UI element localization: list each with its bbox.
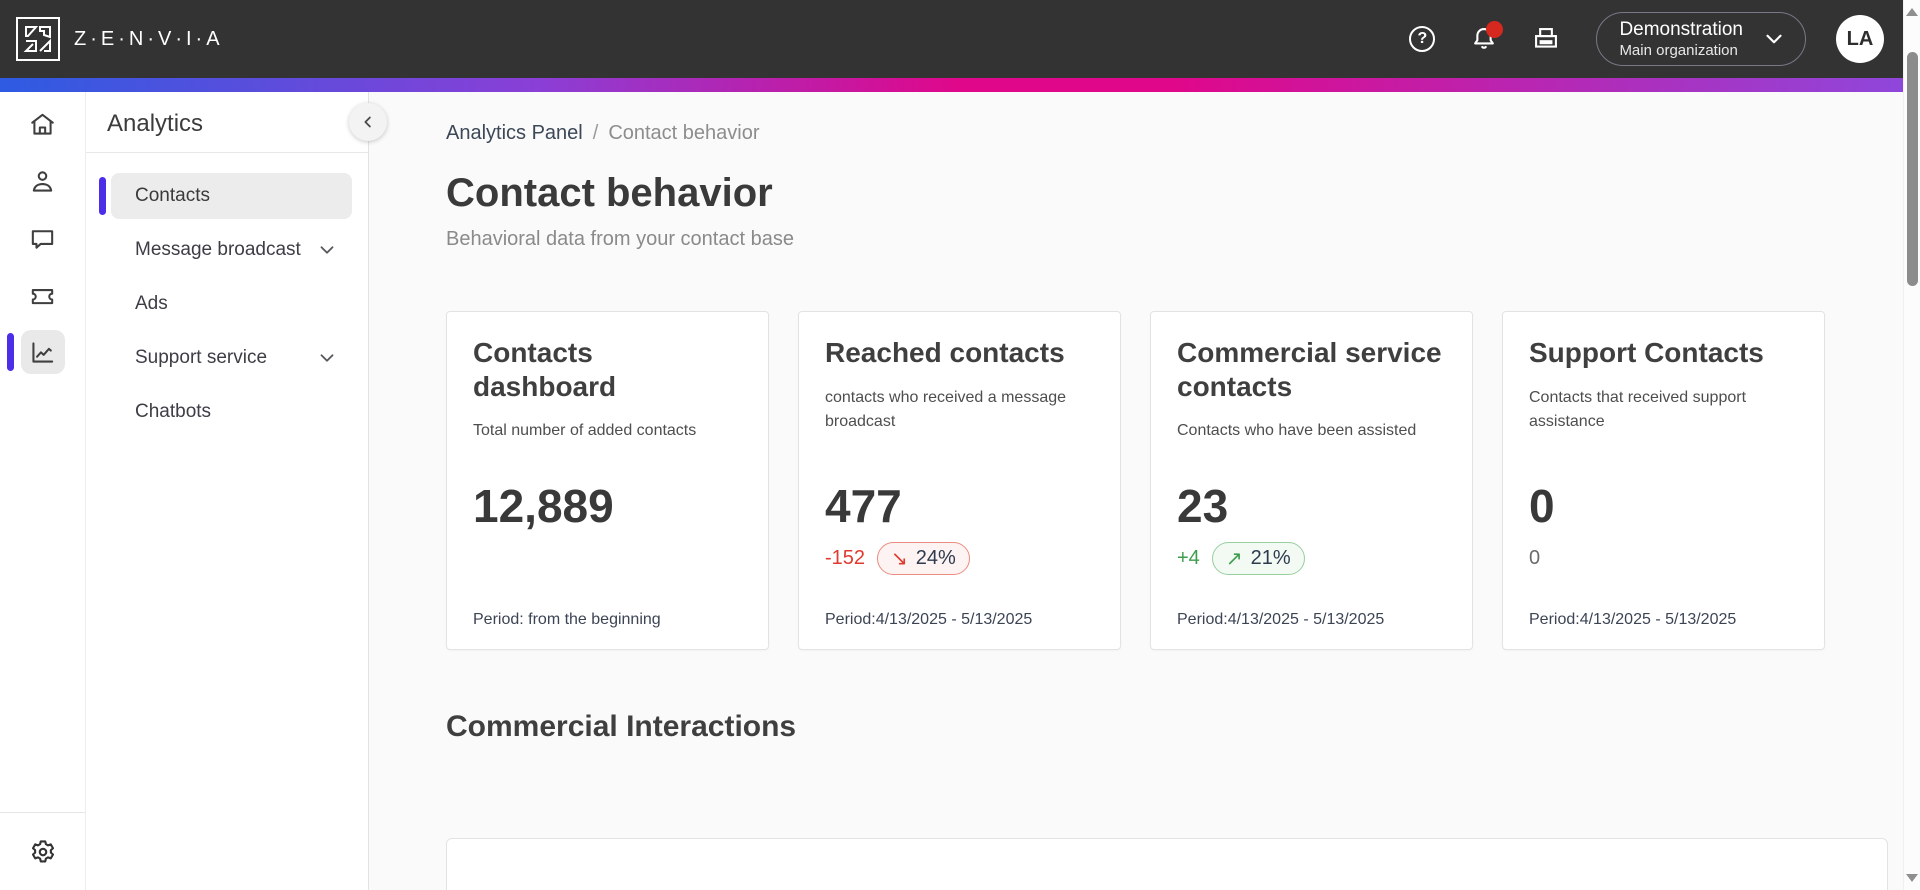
card-period: Period: from the beginning (473, 611, 661, 628)
scroll-up-arrow[interactable] (1906, 6, 1918, 16)
card-title: Support Contacts (1529, 337, 1764, 368)
home-icon (31, 113, 54, 135)
card-period: Period:4/13/2025 - 5/13/2025 (825, 611, 1033, 628)
notification-badge-dot (1486, 21, 1504, 38)
active-indicator (6, 333, 14, 371)
card-delta: -152 (825, 547, 866, 570)
help-icon: ? (1409, 26, 1436, 52)
sidebar-divider (86, 152, 368, 153)
card-subtitle: contacts who received a message broadcas… (825, 388, 1067, 431)
commercial-interactions-card (446, 838, 1888, 890)
page-title: Contact behavior (446, 171, 773, 215)
card-period: Period:4/13/2025 - 5/13/2025 (1529, 611, 1737, 628)
chevron-down-icon (316, 239, 338, 261)
rail-item-analytics[interactable] (6, 330, 65, 374)
sidebar-item-label: Message broadcast (135, 239, 301, 260)
page-subtitle: Behavioral data from your contact base (446, 228, 794, 250)
scroll-down-arrow[interactable] (1906, 874, 1918, 884)
sidebar-title: Analytics (107, 110, 204, 137)
sidebar-item-chatbots[interactable]: Chatbots (111, 389, 352, 435)
rail-item-home[interactable] (21, 102, 65, 146)
sidebar-item-message-broadcast[interactable]: Message broadcast (111, 227, 352, 273)
trend-percent: 21% (1250, 547, 1291, 570)
gear-icon (31, 839, 54, 862)
card-reached-contacts: Reached contacts contacts who received a… (798, 311, 1121, 650)
breadcrumb-separator: / (592, 122, 599, 144)
sidebar-item-label: Contacts (135, 185, 210, 206)
sidebar-item-contacts[interactable]: Contacts (99, 173, 352, 219)
brand-wordmark: Z·E·N·V·I·A (74, 27, 224, 50)
section-heading-commercial-interactions: Commercial Interactions (446, 710, 797, 743)
card-delta: +4 (1177, 547, 1200, 570)
card-title: Contacts dashboard (473, 337, 617, 402)
breadcrumb-analytics-panel[interactable]: Analytics Panel (446, 122, 583, 144)
card-title: Reached contacts (825, 337, 1065, 368)
card-delta-row: -152 ↘ 24% (825, 541, 1100, 577)
brand-gradient-strip (0, 78, 1920, 92)
card-contacts-dashboard: Contacts dashboard Total number of added… (446, 311, 769, 650)
print-button[interactable] (1526, 19, 1566, 59)
user-avatar[interactable]: LA (1836, 15, 1884, 63)
icon-rail (0, 92, 86, 890)
rail-item-contacts[interactable] (21, 159, 65, 203)
help-button[interactable]: ? (1402, 19, 1442, 59)
ticket-icon (31, 288, 54, 304)
sidebar-nav: Contacts Message broadcast Ads Support s… (86, 153, 368, 435)
sidebar-item-label: Chatbots (135, 401, 212, 422)
rail-item-conversations[interactable] (21, 216, 65, 260)
chevron-down-icon (316, 347, 338, 369)
notifications-button[interactable] (1464, 19, 1504, 59)
card-support-contacts: Support Contacts Contacts that received … (1502, 311, 1825, 650)
sidebar-item-support-service[interactable]: Support service (111, 335, 352, 381)
scrollbar-thumb[interactable] (1907, 52, 1918, 286)
zenvia-maze-icon (16, 17, 60, 61)
organization-name: Demonstration (1619, 18, 1743, 40)
chat-bubble-icon (31, 229, 54, 249)
trend-arrow-icon: ↘ (891, 548, 908, 571)
card-title: Commercial service contacts (1177, 337, 1442, 402)
card-commercial-service-contacts: Commercial service contacts Contacts who… (1150, 311, 1473, 650)
card-subtitle: Contacts who have been assisted (1177, 422, 1417, 440)
card-value: 12,889 (473, 480, 614, 532)
trend-percent: 24% (915, 547, 956, 570)
organization-selector[interactable]: Demonstration Main organization (1596, 12, 1806, 66)
zenvia-logo: Z·E·N·V·I·A (16, 17, 224, 61)
kpi-cards-row: Contacts dashboard Total number of added… (446, 311, 1920, 650)
card-delta-row: 0 (1529, 541, 1804, 577)
trend-badge: ↗ 21% (1211, 542, 1305, 576)
chevron-left-icon (364, 116, 371, 128)
top-bar: Z·E·N·V·I·A ? Demonstration Main organiz… (0, 0, 1920, 78)
collapse-sidebar-button[interactable] (349, 103, 387, 141)
card-delta-row: +4 ↗ 21% (1177, 541, 1452, 577)
card-subtitle: Contacts that received support assistanc… (1529, 388, 1747, 431)
main-content: Analytics Panel / Contact behavior Conta… (369, 92, 1920, 890)
sidebar-item-label: Ads (135, 293, 168, 314)
breadcrumb-current: Contact behavior (608, 122, 760, 144)
sidebar-item-ads[interactable]: Ads (111, 281, 352, 327)
card-subtitle: Total number of added contacts (473, 422, 697, 440)
trend-arrow-icon: ↗ (1225, 548, 1243, 571)
breadcrumb: Analytics Panel / Contact behavior (446, 122, 1920, 145)
card-delta: 0 (1529, 547, 1541, 570)
rail-item-settings[interactable] (21, 830, 65, 874)
card-period: Period:4/13/2025 - 5/13/2025 (1177, 611, 1385, 628)
organization-subtitle: Main organization (1619, 41, 1738, 59)
card-value: 0 (1529, 480, 1555, 532)
sidebar-item-label: Support service (135, 347, 268, 368)
card-value: 477 (825, 480, 902, 532)
rail-item-tickets[interactable] (21, 273, 65, 317)
vertical-scrollbar[interactable] (1903, 0, 1920, 890)
trend-badge: ↘ 24% (877, 542, 970, 576)
analytics-chart-icon (32, 341, 54, 363)
person-icon (32, 170, 53, 192)
printer-icon (1535, 28, 1558, 48)
card-value: 23 (1177, 480, 1229, 532)
analytics-sidebar: Analytics Contacts Message broadcast Ads (86, 92, 387, 890)
chevron-down-icon (1761, 26, 1787, 52)
